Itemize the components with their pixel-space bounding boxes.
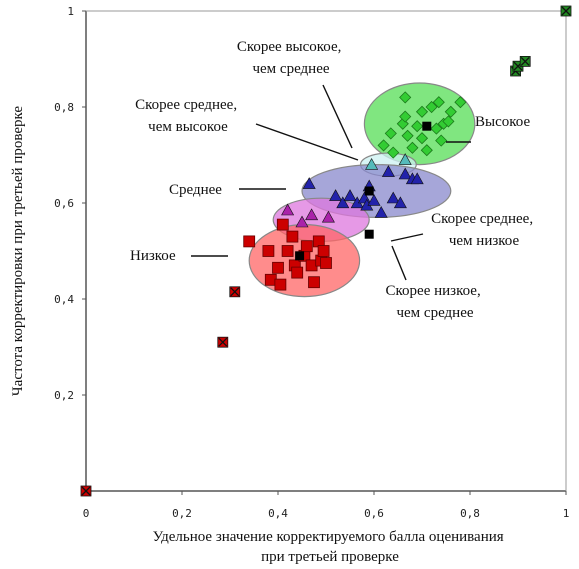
outlier-point bbox=[217, 336, 229, 348]
point-high bbox=[387, 146, 400, 159]
point-medium bbox=[393, 196, 407, 209]
leader-medium-high bbox=[322, 84, 353, 149]
x-tick-label: 0,8 bbox=[460, 507, 480, 520]
point-medium_low bbox=[295, 215, 309, 228]
label-medium-low: Скорее среднее, чем низкое bbox=[431, 211, 537, 249]
y-axis-label: Частота корректировки при третьей провер… bbox=[10, 106, 26, 396]
x-tick-label: 0 bbox=[83, 507, 90, 520]
y-tick-label: 0,8 bbox=[54, 101, 74, 114]
point-high bbox=[420, 144, 433, 157]
point-medium_low bbox=[305, 208, 319, 221]
x-axis-label: Удельное значение корректируемого балла … bbox=[153, 529, 508, 565]
outlier-cross-b bbox=[81, 486, 91, 496]
leader-low-medium-note bbox=[391, 245, 407, 281]
point-high bbox=[444, 105, 457, 118]
point-medium bbox=[386, 191, 400, 204]
leader-medium-low bbox=[390, 233, 424, 242]
point-medium_low bbox=[321, 210, 335, 223]
y-tick-label: 1 bbox=[67, 5, 74, 18]
outlier-point bbox=[229, 286, 241, 298]
point-medium_high bbox=[398, 153, 412, 165]
point-low bbox=[262, 245, 275, 257]
point-medium bbox=[336, 196, 350, 209]
label-medium-high-note: Скорее среднее, чем высокое bbox=[135, 97, 241, 135]
leader-medium-high-note bbox=[255, 123, 359, 161]
point-medium bbox=[381, 165, 395, 177]
data-points bbox=[80, 5, 572, 497]
cluster-regions bbox=[248, 82, 476, 298]
label-low: Низкое bbox=[130, 248, 176, 264]
point-medium bbox=[343, 189, 357, 201]
point-high bbox=[401, 129, 414, 142]
outlier-cross-b bbox=[230, 287, 240, 297]
x-tick-label: 1 bbox=[563, 507, 570, 520]
point-high bbox=[425, 100, 438, 114]
point-high bbox=[442, 115, 455, 128]
y-tick-label: 0,6 bbox=[54, 197, 74, 210]
point-high bbox=[411, 120, 424, 133]
centroid-medium bbox=[364, 186, 374, 196]
centroid-low bbox=[295, 251, 305, 261]
point-low bbox=[300, 240, 313, 253]
point-medium_low bbox=[281, 203, 295, 216]
x-axis-label-line-1: Удельное значение корректируемого балла … bbox=[153, 529, 504, 545]
label-medium: Среднее bbox=[169, 182, 222, 198]
point-medium bbox=[302, 177, 316, 189]
point-low bbox=[274, 278, 287, 291]
y-tick-label: 0,2 bbox=[54, 389, 74, 402]
point-low bbox=[281, 245, 294, 257]
point-high bbox=[432, 96, 445, 109]
point-high bbox=[399, 91, 412, 104]
point-high bbox=[415, 132, 429, 145]
point-medium_high bbox=[365, 157, 379, 170]
point-medium bbox=[398, 167, 412, 180]
point-low bbox=[317, 245, 330, 257]
x-tick-label: 0,2 bbox=[172, 507, 192, 520]
outlier-point bbox=[560, 5, 572, 17]
point-high bbox=[435, 134, 448, 147]
point-high bbox=[415, 105, 429, 118]
outlier-cross-b bbox=[520, 56, 530, 66]
outlier-cross-b bbox=[561, 6, 571, 16]
point-high bbox=[454, 96, 467, 109]
label-low-medium-note: Скорее низкое, чем среднее bbox=[386, 283, 485, 321]
centroid-high bbox=[422, 121, 432, 131]
point-low bbox=[291, 266, 304, 279]
point-medium bbox=[367, 193, 381, 206]
point-low bbox=[243, 235, 256, 248]
point-low bbox=[308, 276, 320, 289]
outlier-point bbox=[80, 485, 92, 497]
centroid-medium_low bbox=[364, 229, 374, 239]
point-medium bbox=[410, 172, 424, 185]
point-low bbox=[320, 257, 332, 269]
x-tick-label: 0,4 bbox=[268, 507, 288, 520]
x-axis-label-line-2: при третьей проверке bbox=[261, 549, 399, 565]
point-high bbox=[399, 110, 412, 123]
label-medium-high: Скорее высокое, чем среднее bbox=[237, 39, 345, 77]
point-medium bbox=[329, 189, 343, 201]
point-high bbox=[377, 139, 390, 152]
point-low bbox=[272, 261, 284, 274]
label-high: Высокое bbox=[475, 114, 530, 130]
plot-frame bbox=[85, 10, 567, 492]
point-high bbox=[430, 122, 443, 135]
cluster-annotations: Скорее высокое, чем среднее Скорее средн… bbox=[130, 39, 537, 321]
y-tick-labels: 0,2 0,4 0,6 0,8 1 bbox=[54, 5, 86, 402]
point-low bbox=[286, 230, 299, 243]
y-tick-label: 0,4 bbox=[54, 293, 74, 306]
outlier-point bbox=[519, 56, 531, 67]
point-medium bbox=[374, 205, 388, 218]
point-high bbox=[384, 127, 397, 140]
outlier-cross-b bbox=[218, 337, 228, 347]
point-low bbox=[276, 218, 289, 231]
point-high bbox=[406, 141, 419, 154]
x-tick-label: 0,6 bbox=[364, 507, 384, 520]
x-tick-labels: 0 0,2 0,4 0,6 0,8 1 bbox=[83, 491, 570, 520]
